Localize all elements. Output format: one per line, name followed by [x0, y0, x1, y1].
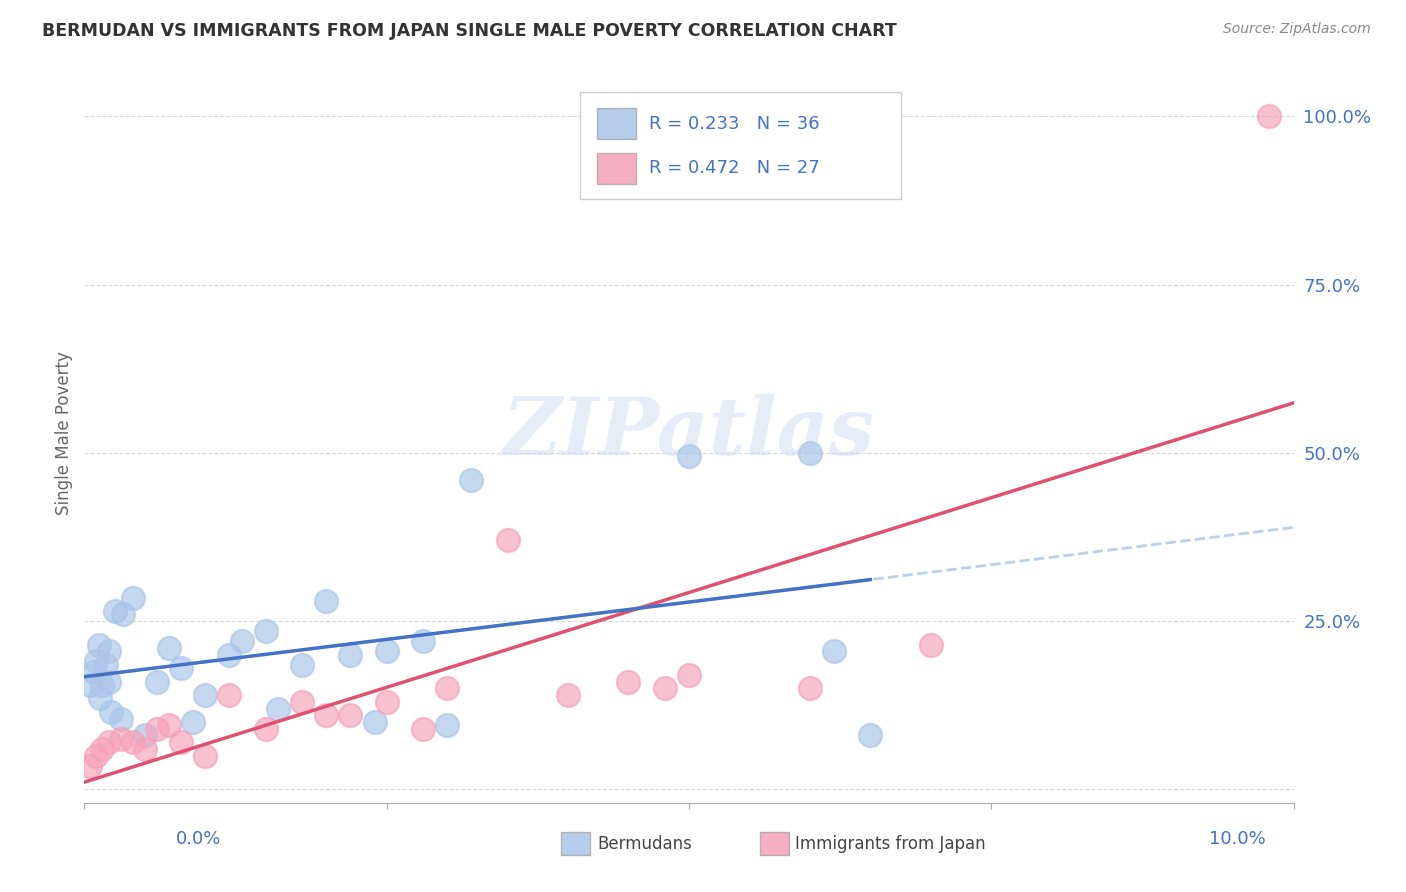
Point	[859, 729, 882, 743]
Point	[134, 729, 156, 743]
Point	[375, 695, 398, 709]
Point	[83, 665, 105, 679]
Point	[339, 648, 361, 662]
Text: BERMUDAN VS IMMIGRANTS FROM JAPAN SINGLE MALE POVERTY CORRELATION CHART: BERMUDAN VS IMMIGRANTS FROM JAPAN SINGLE…	[42, 22, 897, 40]
Point	[134, 742, 156, 756]
Point	[557, 688, 579, 702]
Point	[79, 758, 101, 772]
FancyBboxPatch shape	[598, 153, 636, 184]
Point	[97, 644, 120, 658]
Point	[194, 688, 217, 702]
Point	[254, 624, 277, 639]
Point	[112, 607, 135, 622]
Point	[97, 735, 120, 749]
Point	[617, 674, 640, 689]
Point	[267, 701, 290, 715]
Point	[654, 681, 676, 696]
Point	[799, 446, 821, 460]
Point	[121, 591, 143, 605]
Point	[496, 533, 519, 548]
Point	[436, 681, 458, 696]
Point	[89, 691, 111, 706]
Point	[823, 644, 845, 658]
Text: Immigrants from Japan: Immigrants from Japan	[796, 835, 986, 853]
Point	[86, 748, 108, 763]
Point	[121, 735, 143, 749]
Point	[97, 674, 120, 689]
Point	[363, 714, 385, 729]
Text: R = 0.472   N = 27: R = 0.472 N = 27	[650, 160, 820, 178]
Text: R = 0.233   N = 36: R = 0.233 N = 36	[650, 115, 820, 133]
Point	[231, 634, 253, 648]
Point	[94, 657, 117, 672]
Text: ZIPatlas: ZIPatlas	[503, 394, 875, 471]
Point	[87, 638, 110, 652]
Point	[920, 638, 942, 652]
FancyBboxPatch shape	[761, 832, 789, 855]
FancyBboxPatch shape	[598, 108, 636, 139]
Point	[218, 688, 240, 702]
Text: Bermudans: Bermudans	[598, 835, 692, 853]
Point	[100, 705, 122, 719]
Point	[291, 695, 314, 709]
Point	[291, 657, 314, 672]
FancyBboxPatch shape	[581, 92, 901, 200]
Point	[194, 748, 217, 763]
Point	[170, 661, 193, 675]
Point	[436, 718, 458, 732]
Y-axis label: Single Male Poverty: Single Male Poverty	[55, 351, 73, 515]
Point	[339, 708, 361, 723]
Text: 10.0%: 10.0%	[1209, 830, 1265, 847]
Point	[254, 722, 277, 736]
Point	[181, 714, 204, 729]
FancyBboxPatch shape	[561, 832, 589, 855]
Point	[678, 449, 700, 463]
Point	[218, 648, 240, 662]
Point	[315, 594, 337, 608]
Point	[110, 731, 132, 746]
Point	[460, 473, 482, 487]
Point	[91, 742, 114, 756]
Point	[86, 655, 108, 669]
Point	[315, 708, 337, 723]
Point	[412, 722, 434, 736]
Point	[110, 712, 132, 726]
Text: Source: ZipAtlas.com: Source: ZipAtlas.com	[1223, 22, 1371, 37]
Point	[678, 668, 700, 682]
Point	[91, 678, 114, 692]
Point	[146, 674, 169, 689]
Point	[146, 722, 169, 736]
Point	[157, 718, 180, 732]
Point	[1258, 109, 1281, 123]
Text: 0.0%: 0.0%	[176, 830, 221, 847]
Point	[375, 644, 398, 658]
Point	[157, 640, 180, 655]
Point	[170, 735, 193, 749]
Point	[104, 604, 127, 618]
Point	[799, 681, 821, 696]
Point	[79, 678, 101, 692]
Point	[412, 634, 434, 648]
